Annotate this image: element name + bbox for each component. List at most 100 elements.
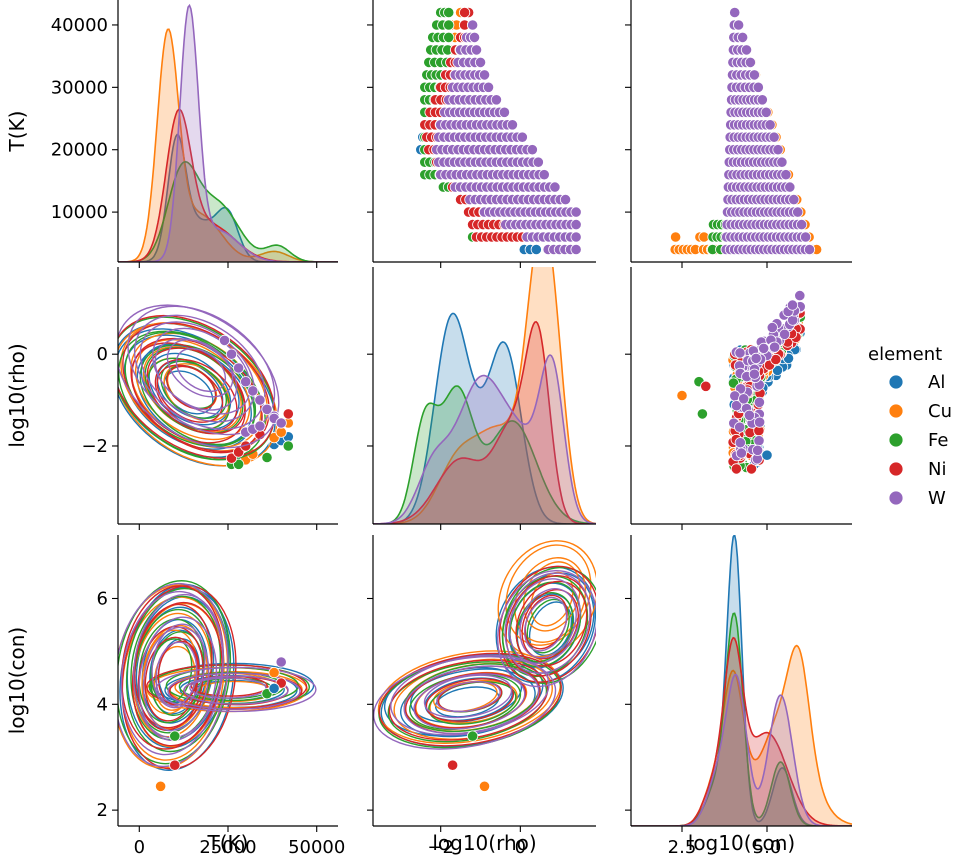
point-W [748,368,761,380]
contour-W [142,626,210,732]
contour-W [519,588,577,659]
point-Al [761,449,773,461]
point-Ni [730,463,743,475]
ytick-label-0: 30000 [51,77,108,98]
point-W [740,44,753,56]
point-W [752,81,764,93]
kde-rho-Ni-fill [373,321,596,524]
kde-con-Fe-fill [631,613,852,826]
outlier-point-Ni [446,759,459,771]
contour-W [183,675,289,705]
contour-W [167,672,301,710]
point-W [570,243,582,256]
point-W [261,403,273,415]
point-W [549,181,561,193]
point-W [738,393,750,405]
legend-label-Fe: Fe [928,430,948,451]
point-W [736,31,749,44]
point-W [734,437,746,449]
kde-T-Ni-fill [118,109,338,262]
kde-rho-Cu-line [373,267,596,524]
point-W [795,219,808,231]
point-W [254,394,266,406]
point-Al [268,682,280,695]
point-W [225,348,238,360]
contour-W [524,596,568,652]
point-W [760,106,772,118]
point-W [786,299,799,311]
point-W [758,342,770,354]
point-Cu [268,666,280,679]
contour-W [373,656,557,750]
panel-0-1 [415,6,582,256]
panel-1-1 [373,267,596,524]
legend-title: element [868,344,942,365]
panel-2-1 [373,540,596,792]
panel-1-0 [118,304,294,470]
point-W [744,56,757,69]
point-W [275,417,287,429]
contour-Ni [414,672,527,729]
xtick-label-0: 25000 [199,837,256,857]
point-W [570,219,582,231]
kde-con-W-line [631,673,852,826]
point-W [772,144,784,156]
contour-Fe [502,575,589,678]
kde-T-Fe-line [118,160,338,262]
legend-marker-Cu [888,403,904,419]
point-W [794,289,806,302]
legend-label-W: W [928,488,946,509]
point-W [768,131,780,143]
point-W [784,181,796,193]
xtick-label-0: 50000 [288,837,345,857]
point-W [748,69,761,81]
contour-W [132,593,224,739]
contour-W [189,677,267,699]
point-W [751,444,764,456]
point-W [729,6,741,19]
ytick-label-2: 6 [97,588,108,609]
point-W [498,106,510,118]
point-W [559,194,572,206]
ytick-label-1: 0 [97,344,108,365]
point-W [490,94,502,106]
contour-W [118,304,280,449]
ytick-label-1: −2 [81,436,108,457]
kde-con-W-fill [631,674,852,826]
point-Cu [669,231,682,243]
ytick-label-0: 40000 [51,15,108,36]
point-W [753,435,765,447]
legend-marker-W [888,490,904,506]
point-W [570,206,582,218]
point-W [788,194,800,206]
point-W [275,656,287,668]
contour-W [403,665,540,735]
outlier-point-Ni [169,759,181,771]
point-W [732,19,745,31]
legend-label-Cu: Cu [928,401,952,422]
point-W [764,119,776,131]
point-W [240,376,252,388]
panel-2-0 [118,580,317,792]
contour-Al [156,360,224,419]
point-W [468,31,481,44]
point-W [506,119,519,131]
panel-0-0 [118,3,338,262]
point-Fe [443,19,455,31]
point-W [532,156,544,168]
kde-rho-Ni-line [373,320,596,524]
point-W [482,81,495,93]
kde-rho-Fe-line [373,385,596,524]
panel-1-2 [676,289,806,475]
contour-W [497,570,596,688]
contour-W [436,681,501,713]
point-W [735,447,748,459]
point-W [766,321,778,334]
xtick-label-2: 5.0 [753,837,782,857]
point-W [734,421,746,433]
legend-marker-Ni [888,461,904,477]
x-axis-label-2: log10(con) [688,831,795,855]
point-W [254,420,266,432]
contour-Ni [133,603,213,729]
